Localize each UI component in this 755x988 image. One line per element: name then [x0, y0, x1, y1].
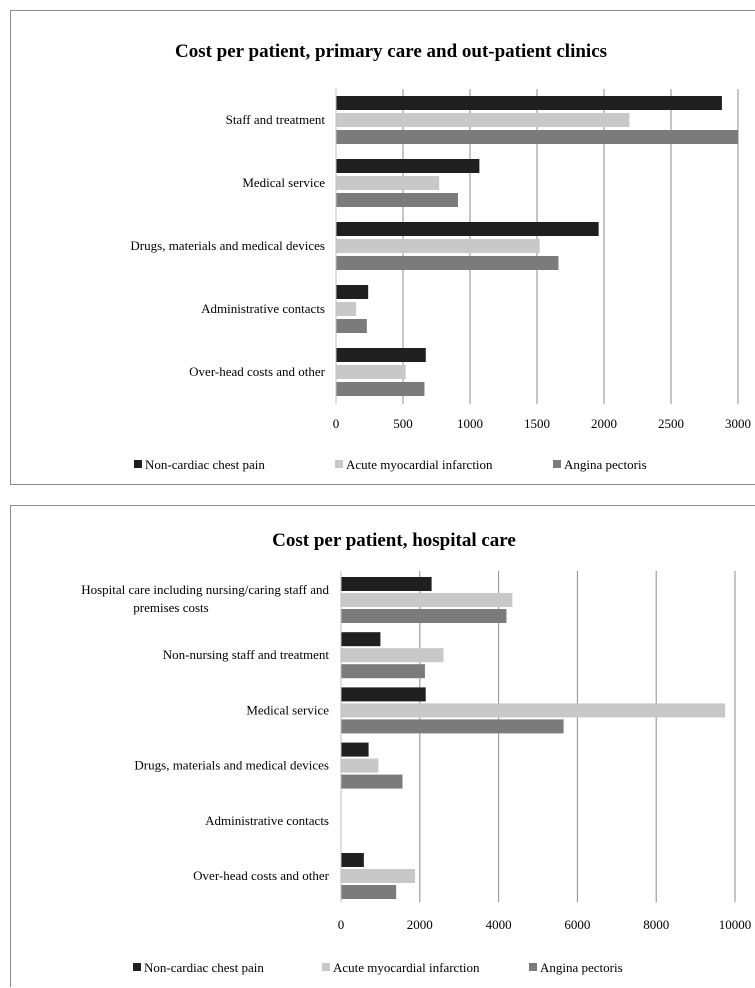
- x-tick-label: 0: [333, 416, 340, 431]
- legend-label: Acute myocardial infarction: [346, 457, 493, 472]
- legend-swatch: [133, 963, 141, 971]
- bar: [341, 758, 379, 773]
- bar: [336, 302, 357, 316]
- chart-title: Cost per patient, primary care and out-p…: [175, 41, 607, 62]
- category-label: Medical service: [242, 175, 325, 190]
- chart-title: Cost per patient, hospital care: [272, 530, 516, 551]
- legend-swatch: [335, 460, 343, 468]
- legend-swatch: [322, 963, 330, 971]
- bar: [341, 632, 381, 647]
- category-label: Hospital care including nursing/caring s…: [81, 582, 329, 615]
- legend-swatch: [529, 963, 537, 971]
- bar: [336, 176, 440, 190]
- bar: [341, 664, 425, 679]
- bar: [341, 742, 369, 757]
- bar: [336, 159, 480, 173]
- x-tick-label: 2500: [658, 416, 684, 431]
- bar: [336, 382, 425, 396]
- bar: [341, 593, 513, 607]
- chart-panel-hospital-care: Cost per patient, hospital care 0 2000 400…: [10, 505, 755, 987]
- bar: [341, 609, 507, 623]
- bar: [341, 703, 726, 718]
- x-tick-label: 500: [393, 416, 413, 431]
- category-label: Administrative contacts: [205, 813, 329, 828]
- legend-label: Acute myocardial infarction: [333, 960, 480, 975]
- x-tick-label: 1500: [524, 416, 550, 431]
- x-tick-label: 1000: [457, 416, 483, 431]
- bar: [341, 869, 416, 883]
- category-label: Administrative contacts: [201, 301, 325, 316]
- bar: [336, 256, 559, 270]
- bar: [341, 648, 444, 663]
- bar: [336, 285, 369, 299]
- bar: [341, 774, 403, 789]
- category-label: Drugs, materials and medical devices: [134, 758, 329, 773]
- x-tick-label: 0: [338, 917, 345, 932]
- x-tick-label: 8000: [643, 917, 669, 932]
- bar: [336, 222, 599, 236]
- bar: [341, 687, 426, 702]
- x-tick-label: 6000: [564, 917, 590, 932]
- bar: [341, 853, 364, 867]
- bar: [336, 239, 540, 253]
- bar: [336, 96, 722, 110]
- category-label: Medical service: [246, 702, 329, 717]
- category-label: Drugs, materials and medical devices: [130, 238, 325, 253]
- legend-label: Angina pectoris: [564, 457, 647, 472]
- x-tick-label: 10000: [719, 917, 752, 932]
- bar: [336, 113, 630, 127]
- bar: [341, 885, 397, 899]
- x-tick-label: 2000: [407, 917, 433, 932]
- category-label: Over-head costs and other: [193, 868, 329, 883]
- legend-label: Angina pectoris: [540, 960, 623, 975]
- legend-swatch: [134, 460, 142, 468]
- bar: [341, 577, 432, 591]
- x-tick-label: 4000: [486, 917, 512, 932]
- x-tick-label: 2000: [591, 416, 617, 431]
- legend-label: Non-cardiac chest pain: [145, 457, 265, 472]
- category-label: Over-head costs and other: [189, 364, 325, 379]
- x-tick-label: 3000: [725, 416, 751, 431]
- bar: [336, 365, 406, 379]
- chart-primary-care: Cost per patient, primary care and out-p…: [130, 41, 751, 472]
- legend-label: Non-cardiac chest pain: [144, 960, 264, 975]
- bar: [341, 719, 564, 734]
- bar: [336, 319, 367, 333]
- legend-swatch: [553, 460, 561, 468]
- category-label: Staff and treatment: [226, 112, 326, 127]
- chart-hospital-care: Cost per patient, hospital care 0 2000 400…: [81, 530, 752, 975]
- bar: [336, 348, 426, 362]
- bar: [336, 193, 458, 207]
- chart-panel-primary-care: Cost per patient, primary care and out-p…: [10, 10, 755, 485]
- bar: [336, 130, 738, 144]
- category-label: Non-nursing staff and treatment: [163, 647, 330, 662]
